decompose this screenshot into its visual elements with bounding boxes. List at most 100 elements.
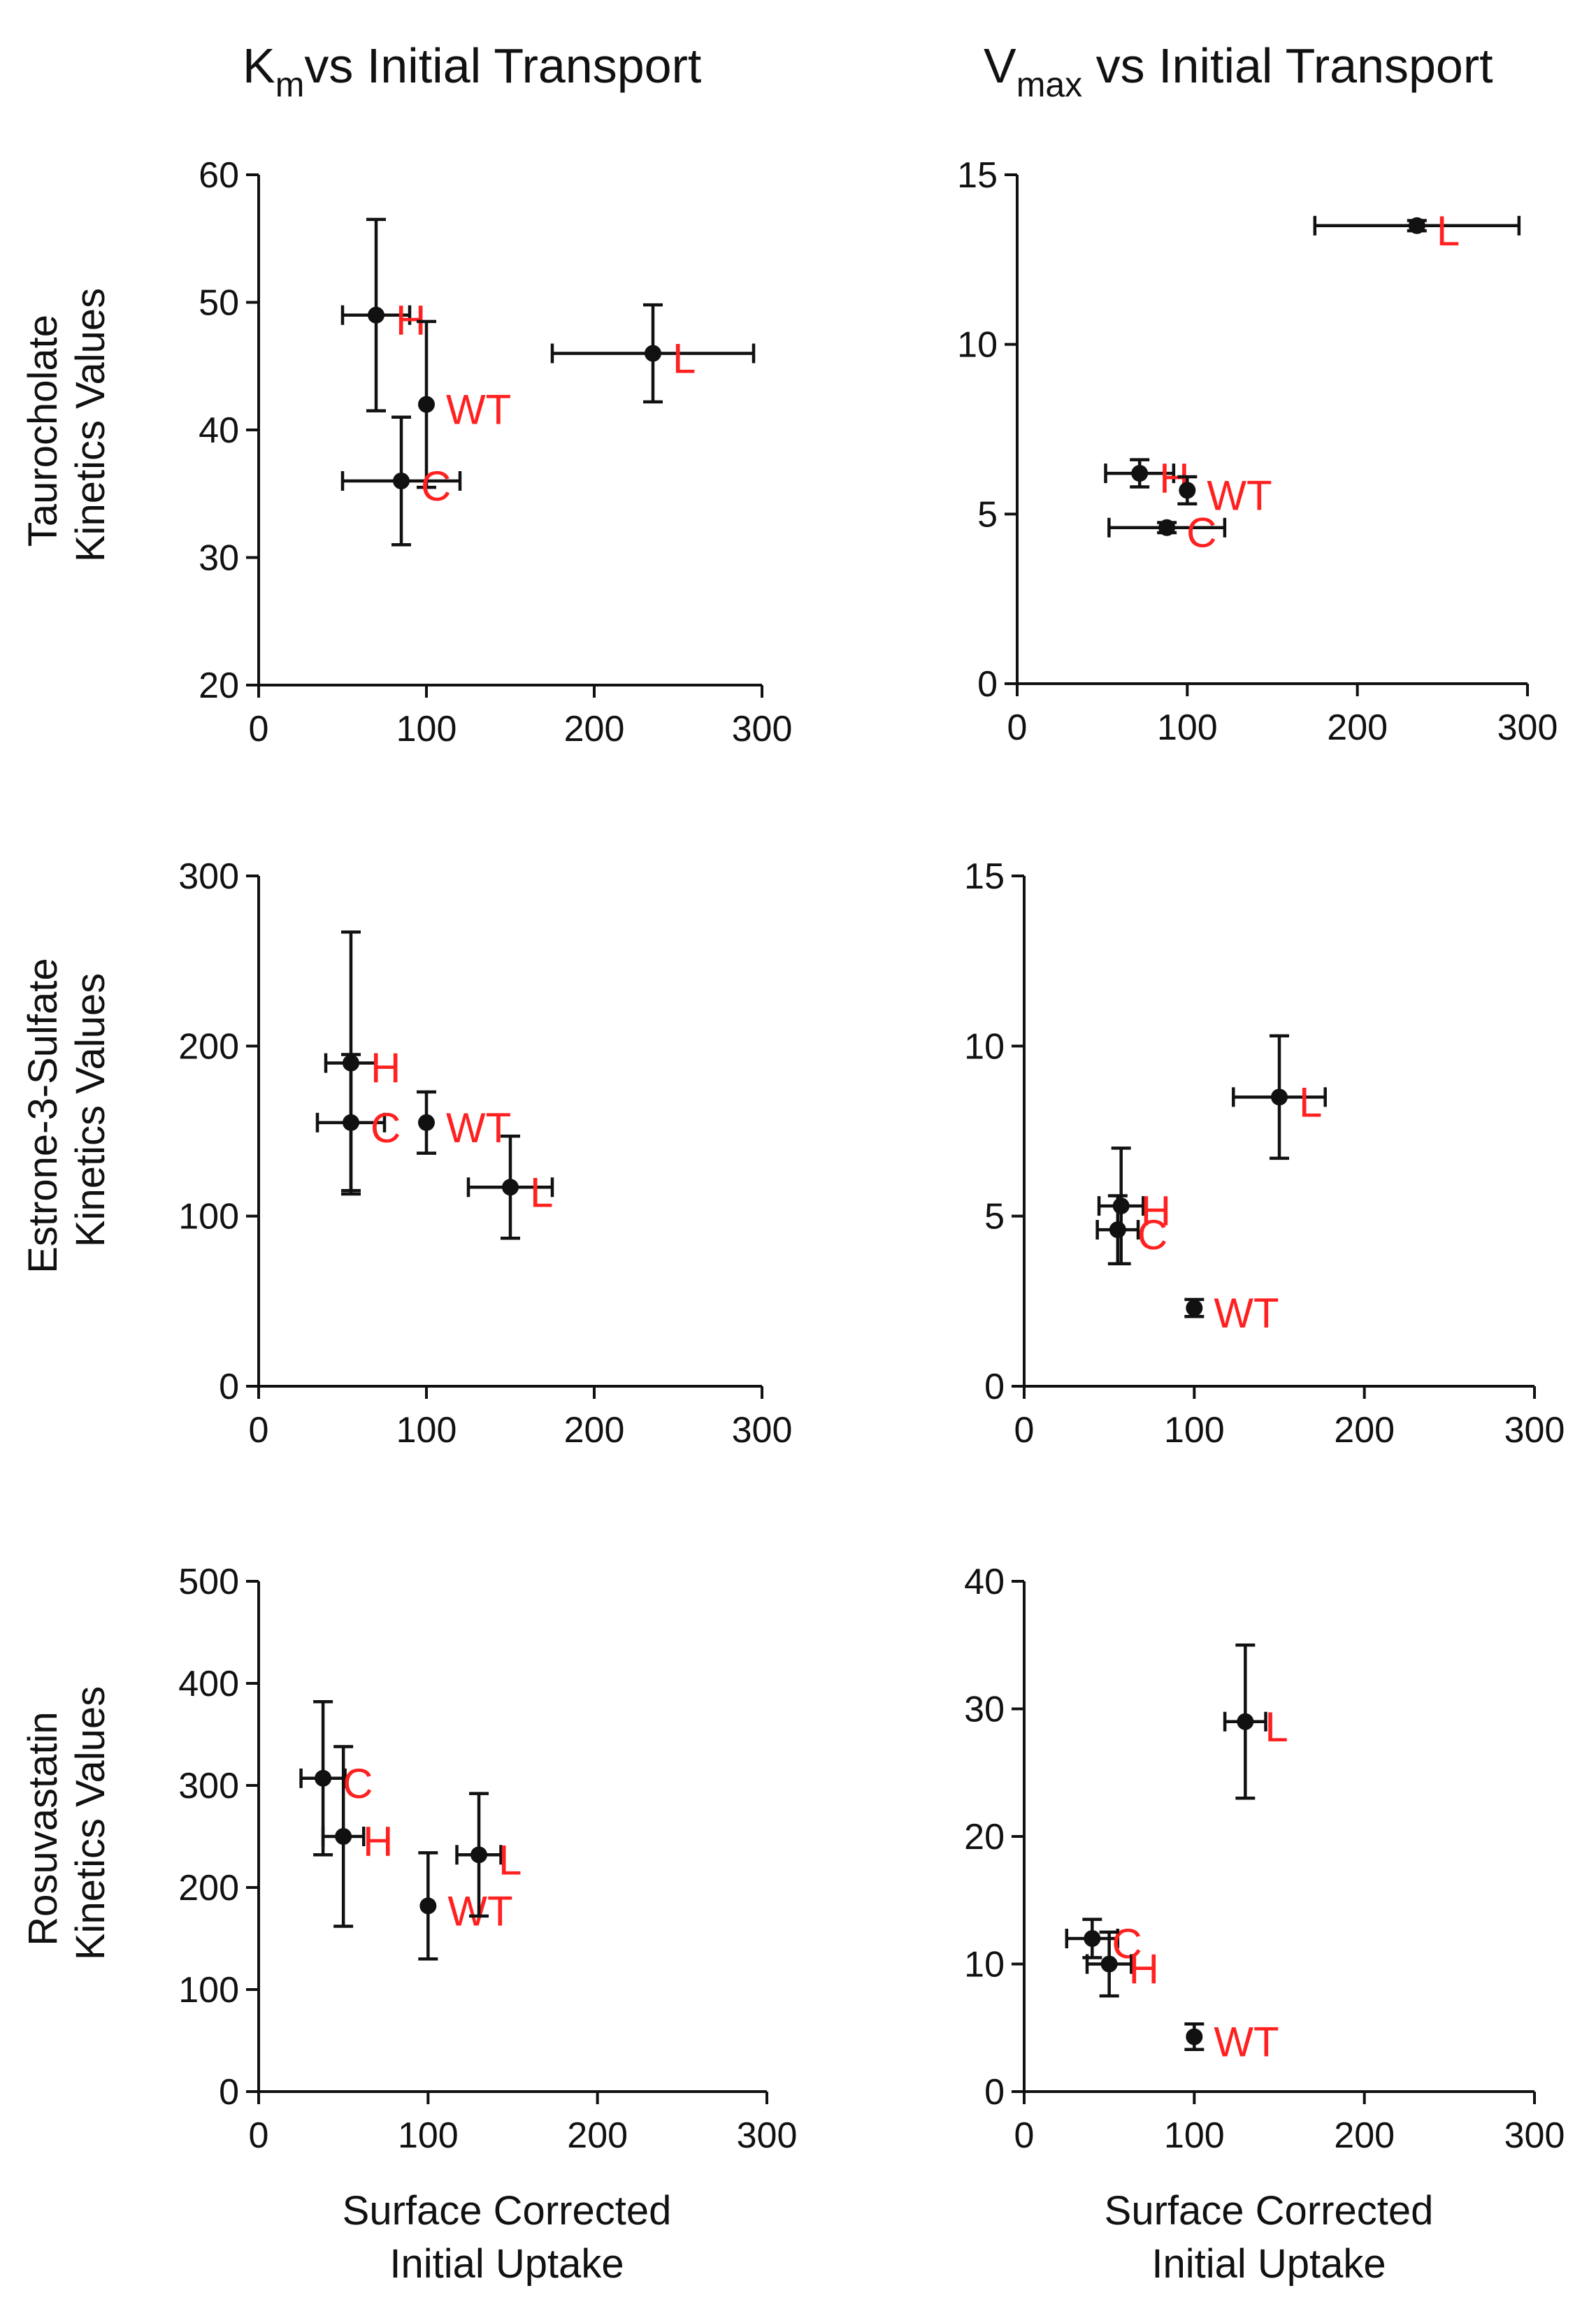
y-tick-label: 10 bbox=[964, 1026, 1005, 1067]
data-point-l: L bbox=[1313, 208, 1521, 254]
point-label: WT bbox=[446, 387, 511, 433]
point-marker bbox=[1179, 482, 1196, 499]
data-point-c: C bbox=[315, 1053, 401, 1193]
point-marker bbox=[418, 1114, 435, 1131]
row-label-rosuvastatin: Rosuvastatin Kinetics Values bbox=[20, 1686, 113, 1960]
y-tick-label: 40 bbox=[199, 410, 239, 451]
x-tick-label: 0 bbox=[249, 1410, 269, 1451]
y-tick-label: 15 bbox=[957, 155, 998, 196]
xlabel-right-line2: Initial Uptake bbox=[1151, 2241, 1386, 2287]
data-point-c: C bbox=[340, 415, 462, 547]
y-tick-label: 20 bbox=[199, 666, 239, 706]
point-label: H bbox=[363, 1818, 393, 1865]
x-tick-label: 200 bbox=[567, 2115, 628, 2156]
point-label: C bbox=[343, 1760, 373, 1807]
x-tick-label: 100 bbox=[396, 1410, 457, 1451]
point-marker bbox=[418, 396, 435, 413]
row-label-taurocholate: Taurocholate Kinetics Values bbox=[20, 288, 113, 562]
point-marker bbox=[1271, 1088, 1288, 1106]
point-marker bbox=[335, 1828, 352, 1845]
x-tick-label: 100 bbox=[1157, 707, 1218, 748]
point-marker bbox=[368, 306, 384, 324]
x-tick-label: 200 bbox=[564, 1410, 625, 1451]
point-label: WT bbox=[446, 1105, 511, 1151]
point-label: L bbox=[1299, 1079, 1322, 1125]
point-marker bbox=[1408, 217, 1425, 234]
point-label: L bbox=[498, 1836, 522, 1883]
data-point-c: C bbox=[1065, 1918, 1142, 1967]
data-point-wt: WT bbox=[417, 319, 511, 489]
x-tick-label: 300 bbox=[732, 709, 793, 749]
panel-estrone-vmax: 0 5 10 15 0 100 200 300 HC WT L bbox=[964, 856, 1565, 1451]
point-marker bbox=[419, 1897, 437, 1915]
x-tick-label: 300 bbox=[1497, 707, 1558, 748]
data-point-wt: WT bbox=[1184, 1290, 1279, 1337]
point-marker bbox=[1112, 1197, 1130, 1215]
y-tick-label: 30 bbox=[199, 538, 239, 579]
data-point-h: H bbox=[340, 217, 426, 412]
xlabel-left-line1: Surface Corrected bbox=[343, 2188, 672, 2234]
y-tick-label: 100 bbox=[178, 1197, 239, 1237]
y-tick-label: 300 bbox=[178, 856, 239, 897]
point-marker bbox=[1131, 465, 1149, 482]
point-marker bbox=[1186, 1300, 1203, 1317]
data-point-l: L bbox=[466, 1135, 554, 1240]
data-point-h: H bbox=[324, 930, 401, 1196]
y-tick-label: 20 bbox=[964, 1817, 1005, 1857]
x-tick-label: 0 bbox=[249, 709, 269, 749]
y-tick-label: 10 bbox=[964, 1945, 1005, 1985]
y-tick-label: 5 bbox=[977, 494, 998, 535]
y-tick-label: 0 bbox=[977, 664, 998, 705]
point-label: L bbox=[530, 1169, 553, 1216]
col-title-vmax: Vmax vs Initial Transport bbox=[984, 38, 1493, 104]
point-marker bbox=[502, 1179, 519, 1196]
x-tick-label: 100 bbox=[396, 709, 457, 749]
point-label: L bbox=[1265, 1704, 1288, 1750]
data-point-h: H bbox=[1104, 455, 1190, 502]
point-label: L bbox=[1437, 208, 1460, 254]
x-tick-label: 0 bbox=[1014, 2115, 1035, 2156]
point-label: C bbox=[421, 463, 451, 510]
data-point-h: H bbox=[321, 1745, 394, 1928]
point-label: C bbox=[1112, 1920, 1142, 1967]
y-tick-label: 200 bbox=[178, 1868, 239, 1908]
point-label: C bbox=[1186, 510, 1216, 556]
y-tick-label: 15 bbox=[964, 856, 1005, 897]
x-tick-label: 200 bbox=[1334, 1410, 1395, 1451]
y-tick-label: 5 bbox=[984, 1197, 1005, 1237]
data-point-l: L bbox=[550, 303, 756, 404]
x-tick-label: 100 bbox=[1164, 1410, 1225, 1451]
point-label: WT bbox=[1214, 2019, 1279, 2066]
point-label: H bbox=[1129, 1946, 1159, 1993]
row-label-estrone: Estrone-3-Sulfate Kinetics Values bbox=[20, 947, 113, 1273]
point-marker bbox=[645, 345, 661, 362]
data-point-l: L bbox=[455, 1792, 522, 1918]
data-point-l: L bbox=[1232, 1034, 1327, 1160]
x-tick-label: 300 bbox=[1504, 2115, 1565, 2156]
data-point-wt: WT bbox=[1177, 472, 1272, 519]
y-tick-label: 30 bbox=[964, 1690, 1005, 1730]
y-tick-label: 40 bbox=[964, 1562, 1005, 1602]
point-label: H bbox=[1141, 1188, 1171, 1235]
point-label: H bbox=[371, 1045, 401, 1092]
point-label: WT bbox=[1207, 472, 1272, 519]
y-tick-label: 0 bbox=[219, 2072, 239, 2113]
x-tick-label: 100 bbox=[398, 2115, 459, 2156]
x-tick-label: 300 bbox=[732, 1410, 793, 1451]
data-point-h: H bbox=[1085, 1930, 1159, 1998]
panel-rosuvastatin-vmax: 0 10 20 30 40 0 100 200 300 CH WT L bbox=[964, 1562, 1565, 2156]
x-tick-label: 100 bbox=[1164, 2115, 1225, 2156]
data-point-c: C bbox=[1107, 510, 1227, 556]
panel-taurocholate-km: 20 30 40 50 60 0 100 200 300 H WT C L bbox=[199, 155, 792, 749]
y-tick-label: 100 bbox=[178, 1970, 239, 2011]
y-tick-label: 0 bbox=[984, 1367, 1005, 1407]
data-point-l: L bbox=[1223, 1644, 1288, 1800]
x-tick-label: 0 bbox=[1014, 1410, 1035, 1451]
x-tick-label: 200 bbox=[1327, 707, 1388, 748]
y-tick-label: 60 bbox=[199, 155, 239, 196]
y-tick-label: 0 bbox=[984, 2072, 1005, 2113]
point-marker bbox=[1158, 519, 1176, 536]
data-point-c: C bbox=[1095, 1194, 1167, 1266]
point-marker bbox=[1109, 1221, 1126, 1239]
